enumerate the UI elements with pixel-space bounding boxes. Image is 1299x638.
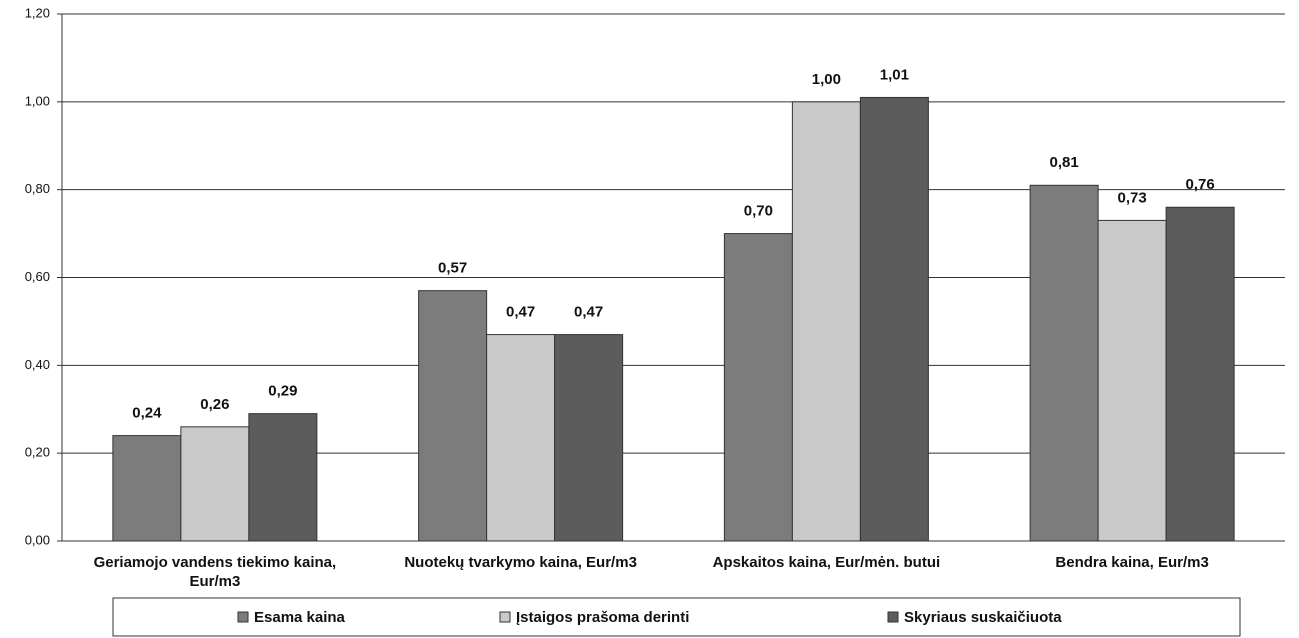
- value-label: 1,00: [812, 71, 841, 88]
- legend-label: Skyriaus suskaičiuota: [904, 609, 1062, 626]
- bar: [486, 334, 556, 542]
- bar: [791, 101, 861, 542]
- bar: [1097, 219, 1167, 542]
- y-tick-label: 0,80: [25, 181, 50, 196]
- y-tick-label: 0,20: [25, 445, 50, 460]
- legend-label: Įstaigos prašoma derinti: [516, 609, 689, 626]
- value-label: 0,76: [1186, 176, 1215, 193]
- y-tick-label: 1,00: [25, 93, 50, 108]
- value-label: 0,57: [438, 260, 467, 277]
- bar: [723, 233, 793, 542]
- bar: [180, 426, 250, 542]
- legend-swatch: [237, 611, 249, 623]
- x-tick-label: Nuotekų tvarkymo kaina, Eur/m3: [404, 554, 637, 571]
- x-tick-label: Geriamojo vandens tiekimo kaina, Eur/m3: [93, 554, 337, 590]
- bar: [1029, 184, 1099, 542]
- x-tick-label: Bendra kaina, Eur/m3: [1055, 554, 1209, 571]
- bar: [554, 334, 624, 542]
- value-label: 0,81: [1050, 154, 1079, 171]
- y-tick-label: 0,40: [25, 357, 50, 372]
- value-label: 0,70: [744, 203, 773, 220]
- value-label: 1,01: [880, 66, 909, 83]
- bar: [1165, 206, 1235, 542]
- legend-swatch: [887, 611, 899, 623]
- value-label: 0,26: [200, 396, 229, 413]
- bar: [248, 413, 318, 542]
- bar: [859, 96, 929, 542]
- value-label: 0,47: [574, 304, 603, 321]
- value-label: 0,24: [132, 405, 162, 422]
- legend-swatch: [499, 611, 511, 623]
- value-label: 0,73: [1118, 189, 1147, 206]
- bar: [418, 290, 488, 542]
- y-tick-label: 1,20: [25, 5, 50, 20]
- legend-box: [112, 597, 1241, 637]
- legend-label: Esama kaina: [254, 609, 346, 626]
- y-tick-label: 0,60: [25, 269, 50, 284]
- bar: [112, 435, 182, 542]
- value-label: 0,29: [268, 383, 297, 400]
- y-tick-label: 0,00: [25, 532, 50, 547]
- value-label: 0,47: [506, 304, 535, 321]
- x-tick-label: Apskaitos kaina, Eur/mėn. butui: [712, 554, 941, 571]
